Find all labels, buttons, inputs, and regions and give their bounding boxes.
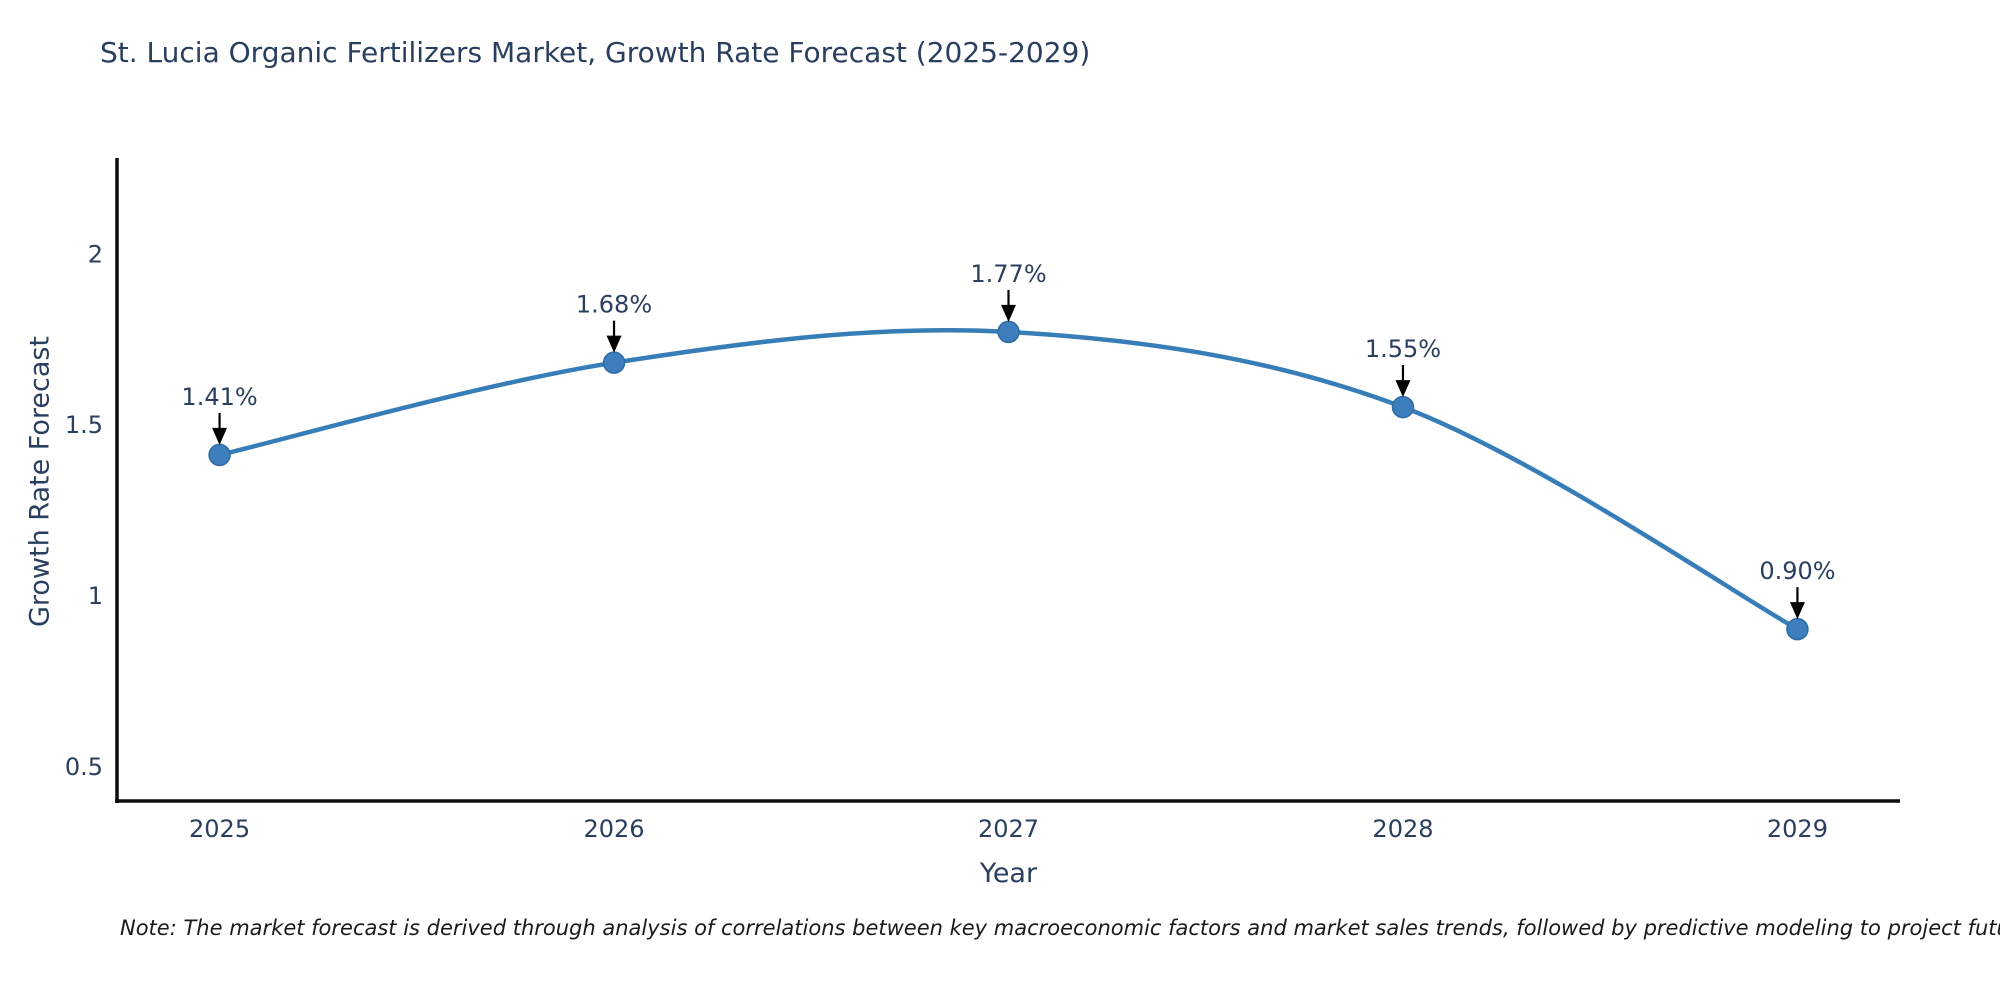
data-point-marker — [1391, 395, 1415, 419]
annotation-arrowhead-icon — [212, 427, 228, 445]
annotation-arrowhead-icon — [1001, 304, 1016, 322]
forecast-line — [217, 327, 1800, 632]
y-tick-label: 2 — [88, 240, 103, 268]
y-tick-label: 1.5 — [65, 411, 103, 439]
annotation-arrowhead-icon — [1395, 380, 1411, 398]
annotation-arrowhead-icon — [606, 335, 622, 353]
x-tick-label: 2025 — [189, 815, 250, 843]
x-tick-label: 2028 — [1372, 815, 1433, 843]
chart-title: St. Lucia Organic Fertilizers Market, Gr… — [100, 36, 1091, 69]
x-tick-label: 2027 — [978, 815, 1039, 843]
y-tick-label: 1 — [88, 582, 103, 610]
data-point-label: 0.90% — [1759, 557, 1835, 585]
y-axis-title: Growth Rate Forecast — [24, 335, 56, 628]
y-tick-label: 0.5 — [65, 753, 103, 781]
chart-footnote: Note: The market forecast is derived thr… — [120, 916, 2000, 940]
x-tick-label: 2026 — [583, 815, 644, 843]
data-point-label: 1.41% — [181, 383, 257, 411]
data-point-marker — [997, 320, 1020, 344]
annotation-arrowhead-icon — [1789, 602, 1805, 620]
data-point-label: 1.68% — [576, 291, 652, 319]
x-axis-title: Year — [979, 858, 1038, 889]
data-point-marker — [208, 443, 231, 467]
data-point-label: 1.77% — [970, 260, 1046, 288]
data-point-label: 1.55% — [1365, 335, 1441, 363]
x-tick-label: 2029 — [1767, 815, 1828, 843]
data-point-marker — [1786, 617, 1809, 641]
data-point-marker — [602, 351, 626, 374]
